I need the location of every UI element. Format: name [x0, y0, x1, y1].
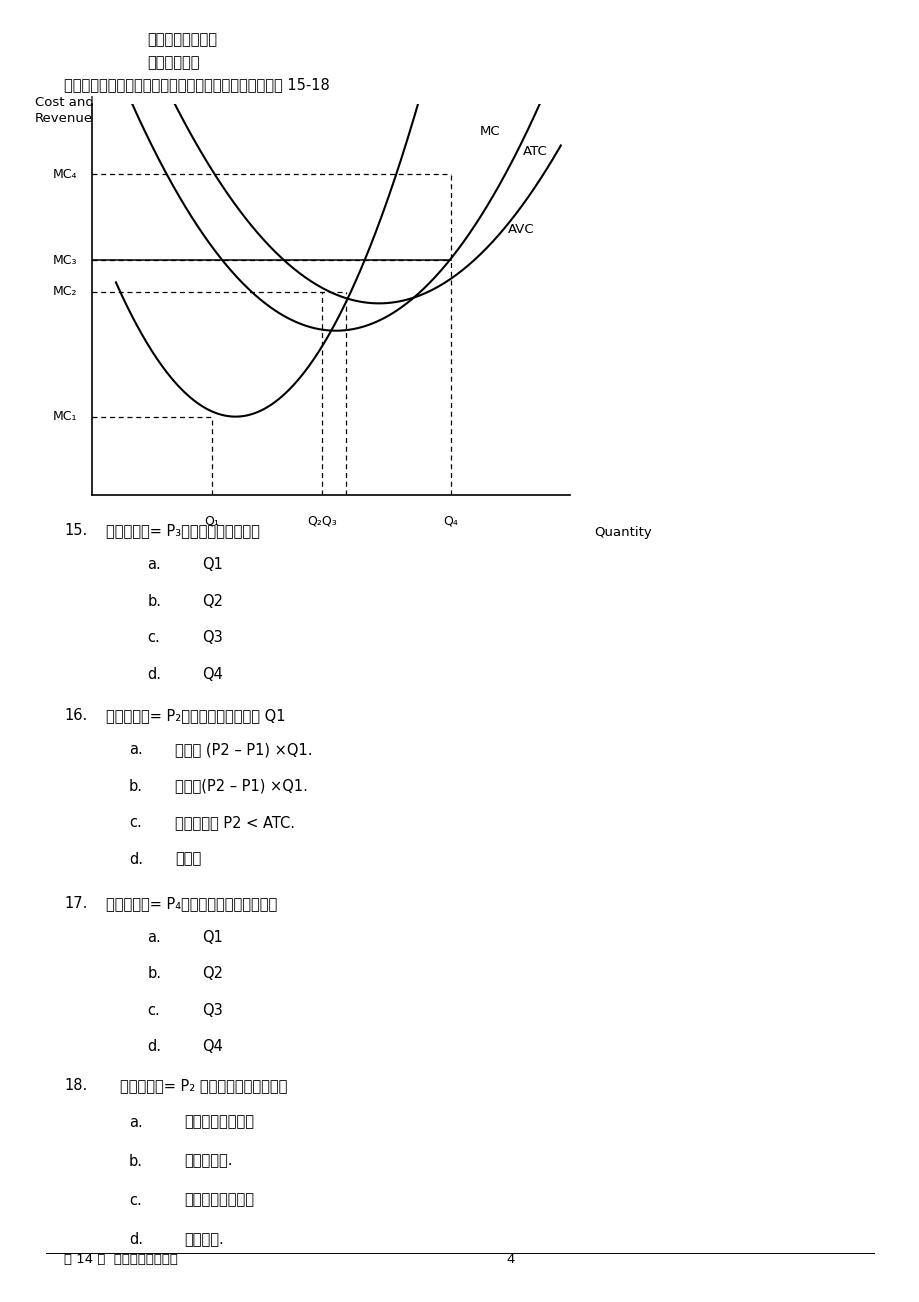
Text: a.: a.: [129, 742, 142, 758]
Text: a.: a.: [147, 930, 161, 945]
Text: c.: c.: [147, 1003, 160, 1018]
Text: b.: b.: [147, 594, 161, 609]
Text: Q4: Q4: [202, 667, 223, 682]
Text: c.: c.: [147, 630, 160, 646]
Text: 下图是一个竞争性企业的成本曲线图，根据该图回答问题 15-18: 下图是一个竞争性企业的成本曲线图，根据该图回答问题 15-18: [64, 77, 330, 92]
Text: a.: a.: [129, 1115, 142, 1130]
Text: 18.: 18.: [64, 1078, 87, 1094]
Text: MC₃: MC₃: [53, 254, 77, 267]
Text: b.: b.: [129, 779, 142, 794]
Text: 利润为 (P2 – P1) ×Q1.: 利润为 (P2 – P1) ×Q1.: [175, 742, 312, 758]
Text: 亏损，因为 P2 < ATC.: 亏损，因为 P2 < ATC.: [175, 815, 294, 831]
Text: 以上说法都对: 以上说法都对: [147, 55, 199, 70]
Text: 当市场价格= P₃，利润最大化产量为: 当市场价格= P₃，利润最大化产量为: [106, 523, 259, 539]
Text: 4: 4: [505, 1253, 514, 1266]
Text: b.: b.: [129, 1154, 142, 1169]
Text: Q₂Q₃: Q₂Q₃: [306, 514, 336, 527]
Text: c.: c.: [129, 815, 142, 831]
Text: 获得零利润.: 获得零利润.: [184, 1154, 233, 1169]
Text: Q3: Q3: [202, 630, 223, 646]
Text: Q3: Q3: [202, 1003, 223, 1018]
Text: MC₁: MC₁: [53, 410, 77, 423]
Text: d.: d.: [129, 852, 142, 867]
Text: 16.: 16.: [64, 708, 87, 724]
Text: Q2: Q2: [202, 594, 223, 609]
Text: 亏损，但继续经营: 亏损，但继续经营: [184, 1193, 254, 1208]
Text: 第 14 章  竞争市场上的企业: 第 14 章 竞争市场上的企业: [64, 1253, 178, 1266]
Text: Q4: Q4: [202, 1039, 223, 1055]
Text: 获得正的经济利润: 获得正的经济利润: [184, 1115, 254, 1130]
Text: 当市场价格= P₂，假设厂商生产产量 Q1: 当市场价格= P₂，假设厂商生产产量 Q1: [106, 708, 285, 724]
Text: Q1: Q1: [202, 557, 223, 573]
Text: MC₄: MC₄: [53, 168, 77, 181]
Text: Q2: Q2: [202, 966, 223, 982]
Text: AVC: AVC: [507, 223, 534, 236]
Text: 停止营业.: 停止营业.: [184, 1232, 223, 1247]
Text: 零利润: 零利润: [175, 852, 201, 867]
Text: c.: c.: [129, 1193, 142, 1208]
Text: Q₄: Q₄: [443, 514, 458, 527]
Text: b.: b.: [147, 966, 161, 982]
Text: 15.: 15.: [64, 523, 87, 539]
Text: 亏损为(P2 – P1) ×Q1.: 亏损为(P2 – P1) ×Q1.: [175, 779, 307, 794]
Text: MC₂: MC₂: [53, 285, 77, 298]
Text: ATC: ATC: [522, 145, 547, 158]
Text: 都实现了正常利润: 都实现了正常利润: [147, 33, 217, 48]
Text: d.: d.: [147, 1039, 161, 1055]
Text: Q1: Q1: [202, 930, 223, 945]
Text: 当市场价格= P₂ 厂商在最优化产量水平: 当市场价格= P₂ 厂商在最优化产量水平: [119, 1078, 287, 1094]
Text: Quantity: Quantity: [594, 526, 652, 539]
Text: a.: a.: [147, 557, 161, 573]
Text: MC: MC: [479, 125, 500, 138]
Text: 17.: 17.: [64, 896, 87, 911]
Text: d.: d.: [147, 667, 161, 682]
Text: d.: d.: [129, 1232, 142, 1247]
Text: 当市场价格= P₄，厂商利润最大化产量为: 当市场价格= P₄，厂商利润最大化产量为: [106, 896, 277, 911]
Text: Q₁: Q₁: [204, 514, 219, 527]
Text: Cost and
Revenue: Cost and Revenue: [35, 96, 94, 125]
